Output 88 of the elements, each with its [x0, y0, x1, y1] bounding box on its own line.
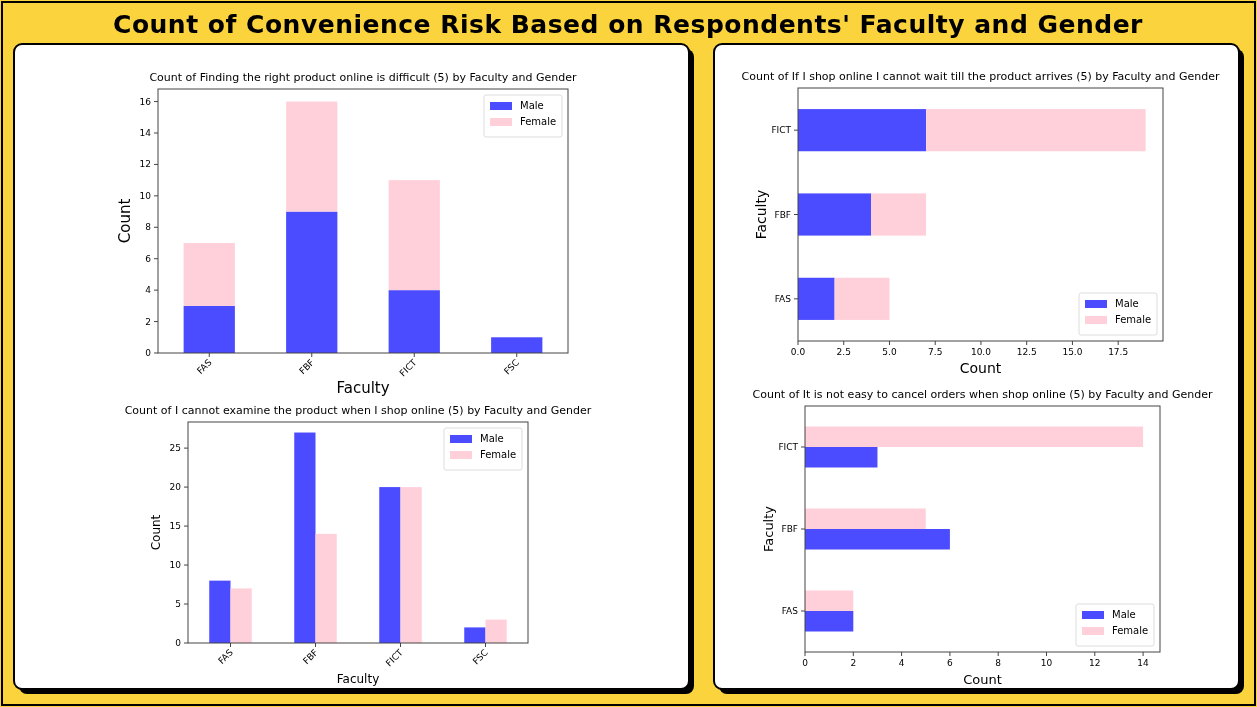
y-tick-label: FBF — [781, 524, 798, 534]
legend-label: Male — [1115, 298, 1139, 309]
x-tick-label: 2 — [850, 658, 857, 668]
bar — [230, 588, 252, 643]
y-tick-label: 6 — [145, 253, 152, 264]
x-tick-label: 17.5 — [1108, 347, 1129, 357]
x-tick-label: FBF — [301, 647, 320, 667]
y-tick-label: 20 — [169, 482, 182, 493]
y-tick-label: FAS — [781, 606, 799, 616]
x-tick-label: 12.5 — [1016, 347, 1037, 357]
bar — [805, 529, 950, 550]
x-tick-label: 0 — [802, 658, 809, 668]
bar — [286, 101, 338, 212]
bar — [183, 243, 235, 306]
x-tick-label: 15.0 — [1062, 347, 1083, 357]
x-tick-label: FAS — [216, 647, 236, 666]
y-tick-label: 16 — [139, 96, 152, 107]
y-tick-label: FBF — [774, 209, 791, 220]
bar — [798, 109, 927, 152]
x-tick-label: 10.0 — [970, 347, 992, 357]
x-tick-label: 5.0 — [882, 347, 897, 357]
y-tick-label: 8 — [145, 222, 152, 233]
legend-label: Female — [520, 116, 557, 127]
bar — [485, 619, 507, 643]
bar — [315, 533, 337, 643]
y-axis-title: Faculty — [761, 505, 776, 553]
legend-label: Female — [1112, 625, 1149, 636]
x-tick-label: 8 — [995, 658, 1002, 668]
bar — [379, 487, 401, 643]
bar — [209, 580, 231, 643]
y-tick-label: 15 — [169, 521, 181, 532]
bar — [388, 180, 440, 291]
x-tick-label: 2.5 — [836, 347, 851, 357]
legend-label: Male — [480, 433, 504, 444]
x-axis-title: Count — [963, 672, 1002, 687]
legend-label: Female — [1115, 314, 1152, 325]
x-tick-label: 6 — [947, 658, 954, 668]
y-tick-label: 4 — [145, 285, 152, 296]
bar — [798, 277, 835, 320]
bar — [464, 627, 486, 643]
x-axis-title: Faculty — [336, 379, 390, 397]
y-tick-label: 0 — [175, 638, 182, 648]
x-tick-label: FBF — [297, 357, 317, 377]
y-tick-label: 2 — [145, 316, 151, 327]
chart-title: Count of I cannot examine the product when I shop online (5) by Faculty and Gender — [124, 404, 592, 417]
y-tick-label: 5 — [175, 599, 181, 610]
legend-label: Male — [520, 100, 544, 111]
bar — [388, 290, 440, 353]
bar — [834, 277, 890, 320]
x-tick-label: 4 — [898, 658, 905, 668]
chart-title: Count of It is not easy to cancel orders when shop online (5) by Faculty and Gender — [752, 388, 1213, 401]
legend-label: Male — [1112, 609, 1136, 620]
x-axis-title: Count — [959, 360, 1002, 376]
bar — [294, 432, 316, 643]
legend-label: Female — [480, 449, 517, 460]
bar — [805, 611, 854, 632]
y-tick-label: FICT — [771, 125, 792, 136]
x-tick-label: 14 — [1137, 658, 1150, 668]
x-tick-label: 7.5 — [928, 347, 943, 357]
y-tick-label: 10 — [169, 560, 182, 571]
bar — [400, 487, 422, 643]
y-axis-title: Faculty — [753, 189, 769, 240]
bar — [926, 109, 1146, 152]
bar — [805, 426, 1144, 447]
bar — [491, 337, 543, 353]
chart-title: Count of If I shop online I cannot wait till the product arrives (5) by Faculty and Gender — [741, 70, 1220, 83]
bar — [183, 305, 235, 353]
y-tick-label: 25 — [169, 443, 181, 454]
x-tick-label: 12 — [1089, 658, 1101, 668]
y-axis-title: Count — [116, 198, 134, 244]
y-tick-label: 10 — [139, 190, 152, 201]
bar — [871, 193, 927, 236]
y-tick-label: 14 — [139, 128, 152, 138]
y-tick-label: FICT — [778, 442, 799, 452]
y-tick-label: FAS — [774, 293, 792, 304]
bar — [805, 508, 926, 529]
bar — [798, 193, 872, 236]
x-tick-label: 10 — [1040, 658, 1053, 668]
x-axis-title: Faculty — [336, 672, 380, 686]
y-axis-title: Count — [149, 514, 163, 551]
bar — [805, 590, 854, 611]
bar — [286, 211, 338, 353]
bar — [805, 447, 878, 468]
chart-title: Count of Finding the right product online is difficult (5) by Faculty and Gender — [149, 71, 578, 84]
x-tick-label: FAS — [195, 357, 214, 376]
y-tick-label: 12 — [139, 159, 151, 170]
text: Count of Convenience Risk Based on Respondents' Faculty and Gender — [113, 10, 1144, 39]
x-tick-label: 0.0 — [790, 347, 806, 357]
